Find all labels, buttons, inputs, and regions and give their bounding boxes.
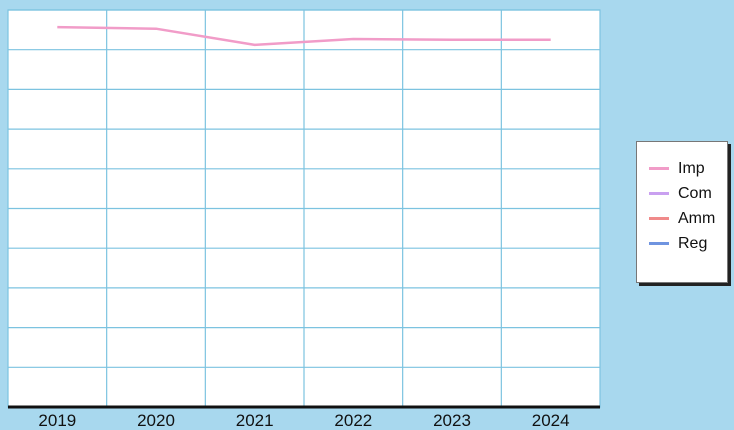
legend-item-imp: Imp bbox=[637, 156, 727, 181]
x-tick-label: 2024 bbox=[532, 411, 570, 430]
legend-swatch-imp bbox=[649, 167, 669, 170]
legend-item-reg: Reg bbox=[637, 231, 727, 256]
legend-label-reg: Reg bbox=[678, 234, 708, 252]
x-tick-label: 2023 bbox=[433, 411, 471, 430]
legend: Imp Com Amm Reg bbox=[636, 141, 728, 283]
grid-lines bbox=[7, 9, 601, 408]
legend-label-imp: Imp bbox=[678, 159, 705, 177]
legend-swatch-amm bbox=[649, 217, 669, 220]
series-lines bbox=[57, 25, 551, 47]
legend-swatch-reg bbox=[649, 242, 669, 245]
legend-label-com: Com bbox=[678, 184, 712, 202]
series-line-imp bbox=[57, 25, 551, 47]
legend-item-amm: Amm bbox=[637, 206, 727, 231]
x-axis-tick-labels: 2019 2020 2021 2022 2023 2024 bbox=[38, 411, 569, 430]
x-tick-label: 2022 bbox=[334, 411, 372, 430]
x-tick-label: 2020 bbox=[137, 411, 175, 430]
x-tick-label: 2021 bbox=[236, 411, 274, 430]
legend-swatch-com bbox=[649, 192, 669, 195]
legend-item-com: Com bbox=[637, 181, 727, 206]
legend-label-amm: Amm bbox=[678, 209, 716, 227]
x-tick-label: 2019 bbox=[38, 411, 76, 430]
